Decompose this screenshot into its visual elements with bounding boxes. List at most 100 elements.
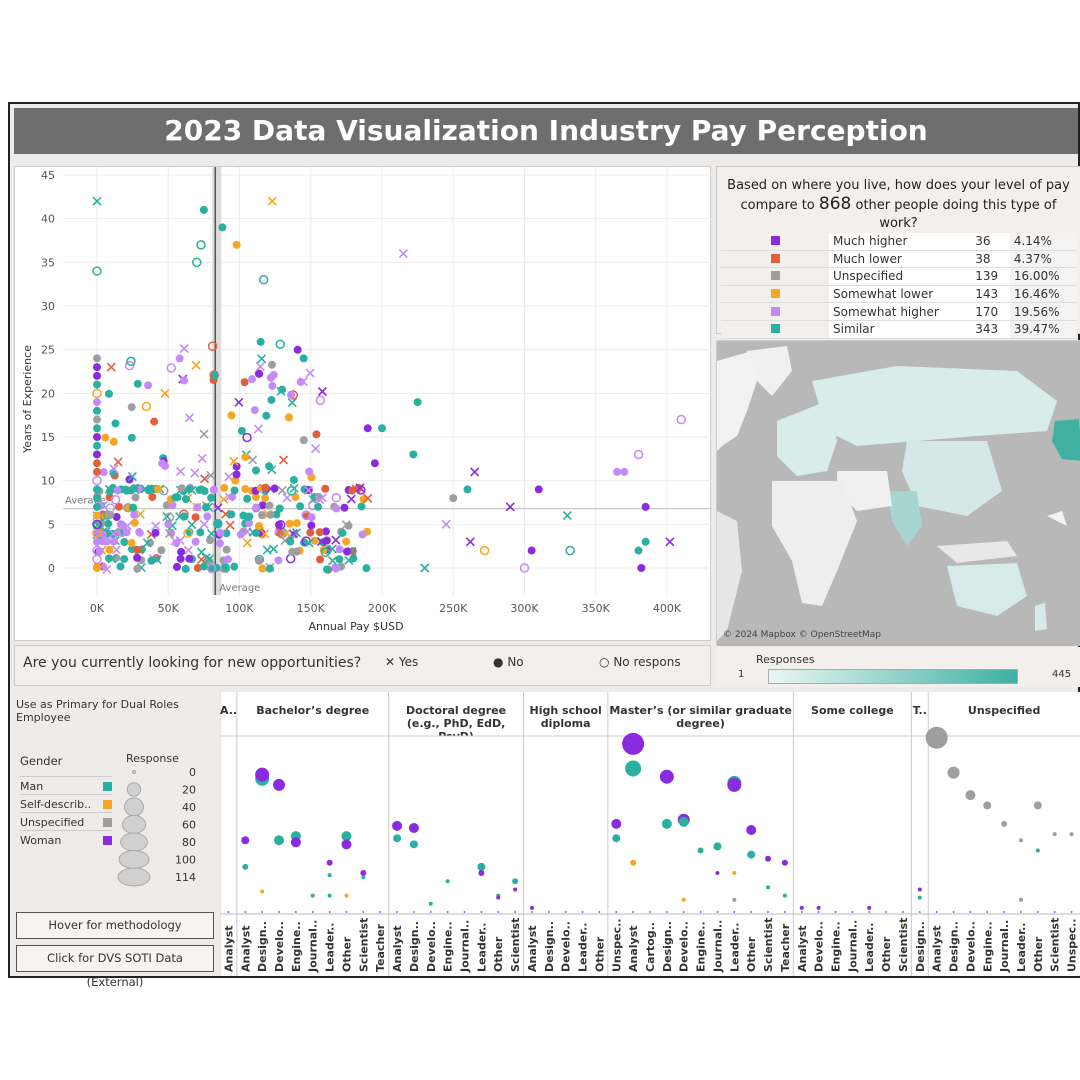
baseline-dot: [834, 911, 837, 913]
point-no: [199, 205, 208, 214]
point-yes: [225, 520, 235, 530]
summary-pct: 4.37%: [1009, 250, 1077, 269]
point-no: [105, 554, 114, 563]
summary-pct: 39.47%: [1009, 320, 1077, 339]
baseline-dot: [817, 911, 820, 913]
response-bubble: [512, 878, 519, 885]
point-yes: [505, 502, 515, 512]
point-no: [262, 411, 271, 420]
role-label: Engine..: [442, 921, 455, 972]
gender-legend-item[interactable]: Unspecified: [20, 812, 112, 830]
response-bubble: [478, 870, 485, 877]
point-yes: [134, 545, 144, 555]
summary-row[interactable]: Similar 343 39.47%: [721, 320, 1077, 339]
point-yes: [122, 521, 132, 531]
point-yes: [213, 503, 223, 513]
baseline-dot: [261, 911, 264, 913]
summary-question-part1: Based on where you live, how does your l…: [727, 178, 1070, 213]
point-no: [251, 493, 260, 502]
point-no-response: [164, 512, 175, 522]
role-label: Scientist: [357, 918, 370, 972]
summary-row[interactable]: Much higher 36 4.14%: [721, 233, 1077, 251]
baseline-dot: [716, 911, 719, 913]
point-no: [93, 398, 101, 407]
point-no: [131, 493, 140, 502]
point-no: [620, 467, 629, 476]
summary-row[interactable]: Somewhat higher 170 19.56%: [721, 302, 1077, 321]
point-yes: [183, 545, 194, 555]
point-yes: [199, 519, 209, 529]
gender-legend-item[interactable]: Man: [20, 776, 112, 794]
gender-legend-item[interactable]: Woman: [20, 830, 112, 848]
point-no: [93, 537, 101, 546]
point-no-response: [92, 519, 102, 530]
point-no: [321, 527, 330, 536]
facet-header: Some college: [811, 704, 894, 717]
map-new-zealand: [1035, 603, 1047, 631]
facet-header-box: Doctoral degree (e.g., PhD, EdD, PsyD): [406, 704, 506, 736]
point-no: [232, 240, 241, 249]
point-no: [358, 530, 367, 539]
point-no: [193, 563, 202, 572]
baseline-dot: [345, 911, 348, 913]
point-no-response: [92, 266, 102, 276]
role-label: Other: [745, 936, 758, 972]
soti-data-button[interactable]: Click for DVS SOTI Data (External): [16, 945, 214, 989]
response-bubble: [661, 818, 672, 829]
role-label: Develo..: [678, 921, 691, 972]
point-no: [232, 470, 241, 479]
map-alaska: [1052, 419, 1080, 461]
baseline-dot: [784, 911, 786, 913]
summary-row[interactable]: Much lower 38 4.37%: [721, 250, 1077, 269]
point-no: [363, 424, 372, 433]
y-tick-label: 30: [41, 300, 55, 313]
point-no: [93, 406, 101, 415]
point-no-response: [166, 363, 177, 373]
summary-table: Much higher 36 4.14% Much lower 38 4.37%…: [721, 233, 1077, 339]
response-bubble: [867, 905, 872, 910]
map-middle-east: [837, 471, 892, 511]
point-no: [314, 502, 323, 511]
response-bubble: [327, 893, 332, 898]
facet-header: Unspecified: [967, 704, 1041, 717]
summary-row[interactable]: Unspecified 139 16.00%: [721, 267, 1077, 286]
point-no: [293, 345, 302, 354]
point-no: [127, 403, 136, 412]
point-no: [204, 556, 213, 565]
methodology-button[interactable]: Hover for methodology: [16, 912, 214, 939]
point-no: [222, 529, 231, 538]
point-yes: [260, 529, 270, 539]
role-label: Analyst: [526, 925, 539, 972]
response-bubble: [1035, 848, 1040, 853]
world-map[interactable]: © 2024 Mapbox © OpenStreetMap: [716, 340, 1080, 646]
gender-legend-item[interactable]: Self-describ..: [20, 794, 112, 812]
point-no: [164, 520, 173, 529]
baseline-dot: [429, 911, 432, 913]
point-no: [135, 528, 144, 537]
education-role-chart[interactable]: A.. Analyst Bachelor’s degree Analyst Design…: [219, 692, 1080, 976]
legend-no[interactable]: ● No: [493, 655, 524, 669]
legend-yes[interactable]: ✕ Yes: [385, 655, 418, 669]
point-no: [120, 555, 129, 564]
point-no: [245, 519, 254, 528]
response-bubble: [1018, 897, 1023, 902]
point-no: [272, 510, 281, 519]
point-no: [162, 501, 171, 510]
point-yes: [327, 556, 338, 566]
baseline-dot: [514, 911, 516, 913]
summary-row[interactable]: Somewhat lower 143 16.46%: [721, 285, 1077, 304]
y-tick-label: 5: [48, 518, 55, 531]
response-bubble: [983, 801, 992, 810]
point-no: [252, 528, 261, 537]
response-bubble: [341, 831, 352, 842]
point-no: [127, 433, 136, 442]
legend-no-response[interactable]: ○ No respons: [599, 655, 681, 669]
point-yes: [276, 386, 286, 396]
role-label: Unspec..: [610, 918, 623, 972]
scatter-chart[interactable]: Average Average 45 40 35 30 25 20 15 10 5 0 0K 50K 10…: [15, 167, 712, 642]
role-label: Engine..: [981, 921, 994, 972]
point-no: [180, 512, 189, 521]
response-bubble: [310, 893, 315, 898]
facet-header-box: Bachelor’s degree: [256, 704, 369, 717]
point-yes: [305, 368, 315, 378]
